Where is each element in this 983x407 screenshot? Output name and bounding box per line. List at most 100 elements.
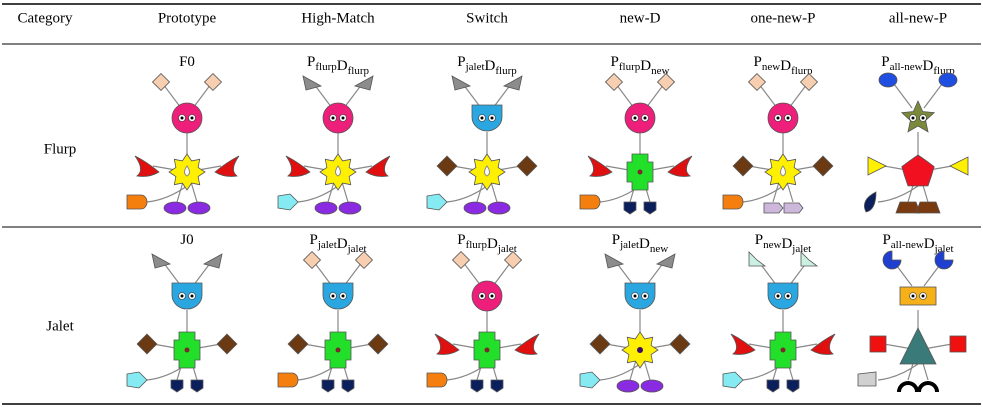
- tail-end: [126, 194, 148, 210]
- limb: [645, 261, 665, 287]
- creature: [126, 253, 238, 393]
- cell-label: PjaletDjalet: [309, 232, 366, 254]
- cell-label: PnewDjalet: [755, 232, 811, 254]
- creature: [857, 250, 967, 392]
- foot: [490, 379, 504, 393]
- creature: [722, 72, 834, 214]
- label-text: D: [337, 236, 348, 252]
- ear: [151, 72, 171, 92]
- limb: [758, 83, 778, 109]
- foot: [170, 379, 184, 393]
- creature: [277, 250, 389, 393]
- pupil: [911, 294, 915, 298]
- limb: [615, 83, 635, 109]
- limb: [343, 261, 363, 287]
- arm: [812, 155, 834, 177]
- label-text: F0: [179, 54, 195, 70]
- pupil: [331, 116, 335, 120]
- pupil: [341, 116, 345, 120]
- arm: [516, 155, 538, 177]
- ear: [503, 250, 523, 270]
- tail: [742, 185, 784, 203]
- tail: [297, 185, 339, 203]
- ear: [604, 72, 624, 92]
- pupil: [921, 116, 925, 120]
- creature: [277, 75, 391, 215]
- label-subscript: flurp: [495, 65, 517, 77]
- limb: [462, 261, 482, 287]
- foot: [163, 201, 187, 215]
- tail-end: [863, 191, 877, 213]
- foot: [321, 379, 335, 393]
- body-mark: [780, 347, 786, 353]
- tail-end: [579, 194, 601, 210]
- limb: [476, 181, 484, 203]
- cell-label: Pall-newDjalet: [882, 232, 953, 254]
- label-text: D: [337, 58, 348, 74]
- foot: [897, 381, 919, 392]
- arm: [730, 333, 756, 355]
- creature: [426, 250, 540, 393]
- tail: [446, 185, 488, 203]
- cell-label: PflurpDnew: [611, 54, 670, 76]
- body-mark: [184, 347, 190, 353]
- foot: [640, 379, 664, 393]
- body-mark: [184, 165, 190, 177]
- limb: [327, 181, 335, 203]
- label-text: J0: [180, 232, 193, 248]
- pupil: [776, 116, 780, 120]
- ear: [656, 72, 676, 92]
- body-mark: [780, 165, 786, 177]
- tail-end: [579, 371, 601, 389]
- foot: [643, 201, 657, 215]
- cell-label: PflurpDjalet: [457, 232, 517, 254]
- foot: [314, 201, 338, 215]
- body-mark: [637, 347, 643, 353]
- foot: [341, 379, 355, 393]
- limb: [643, 359, 651, 381]
- ear: [882, 250, 902, 270]
- label-text: D: [781, 236, 792, 252]
- head: [322, 102, 354, 134]
- body: [899, 327, 937, 365]
- column-header: new-D: [620, 10, 661, 26]
- label-text: P: [457, 54, 465, 70]
- pupil: [490, 116, 494, 120]
- tail-end: [277, 372, 299, 388]
- label-subscript: jalet: [465, 61, 485, 73]
- limb: [462, 83, 482, 109]
- pupil: [643, 116, 647, 120]
- foot: [623, 201, 637, 215]
- arm: [589, 333, 611, 355]
- label-subscript: jalet: [791, 243, 811, 255]
- tail-end: [426, 372, 448, 388]
- arm: [949, 156, 969, 176]
- column-header: High-Match: [301, 10, 375, 26]
- head: [322, 282, 354, 310]
- label-subscript: all-new: [890, 61, 923, 73]
- head: [624, 282, 656, 310]
- ear: [451, 75, 472, 91]
- label-text: P: [457, 232, 465, 248]
- pupil: [490, 294, 494, 298]
- tail-end: [426, 193, 448, 211]
- limb: [176, 181, 184, 203]
- arm: [434, 333, 460, 355]
- limb: [923, 83, 943, 109]
- head: [900, 100, 936, 133]
- tail: [877, 363, 919, 381]
- pupil: [190, 294, 194, 298]
- label-subscript: jalet: [317, 239, 337, 251]
- body-mark: [335, 347, 341, 353]
- ear: [353, 75, 374, 91]
- foot: [463, 201, 487, 215]
- foot: [187, 201, 211, 215]
- creature: [863, 72, 969, 214]
- ear: [800, 251, 819, 267]
- foot: [763, 202, 784, 214]
- limb: [893, 83, 913, 109]
- limb: [162, 83, 182, 109]
- arm: [214, 155, 240, 177]
- label-subscript: jalet: [934, 243, 954, 255]
- limb: [786, 181, 794, 203]
